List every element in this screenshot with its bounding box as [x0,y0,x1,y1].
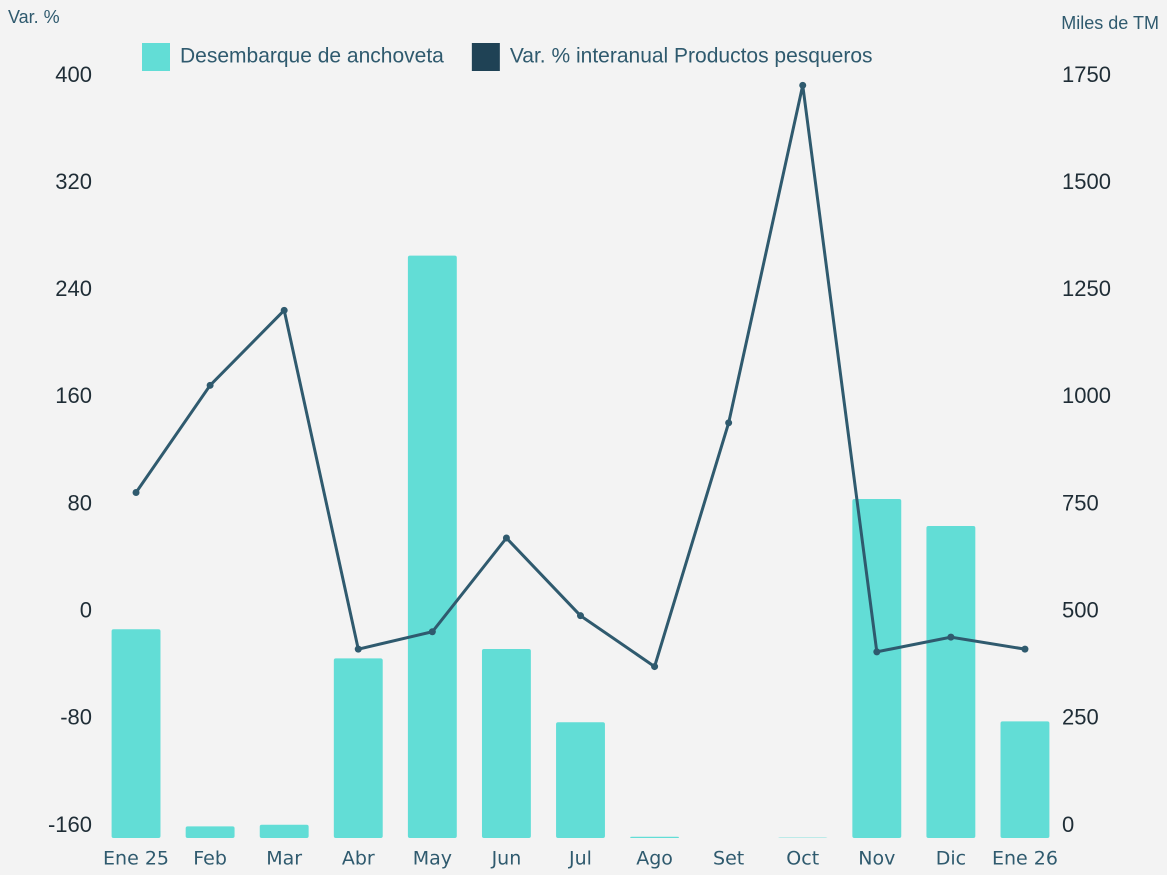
legend-swatch [142,43,170,71]
bar [852,499,902,838]
bar [556,722,605,838]
x-tick-label: Ago [636,848,673,870]
y-tick-label: 320 [55,169,92,194]
bar [1000,721,1050,838]
y2-tick-label: 1500 [1062,169,1111,194]
bar [185,826,235,838]
point [725,419,733,427]
point [947,633,955,641]
legend-label: Desembarque de anchoveta [180,45,444,68]
bar [111,629,161,838]
legend-swatch [471,43,500,71]
y-tick-label: 160 [55,383,92,408]
point [1021,645,1029,653]
point [577,612,584,620]
y2-axis-title: Miles de TM [1061,13,1159,33]
bar [407,255,457,839]
x-tick-label: Oct [786,848,819,870]
point [651,663,659,671]
point [132,488,140,496]
x-tick-label: Jun [491,848,522,870]
legend-label: Var. % interanual Productos pesqueros [510,45,873,68]
point [280,306,288,314]
point [502,534,510,542]
bar [333,658,383,838]
y-axis-title: Var. % [8,7,60,27]
y2-tick-label: 750 [1062,490,1099,515]
point [354,645,362,653]
y2-tick-label: 1250 [1062,276,1111,301]
y-tick-label: 0 [80,598,92,623]
point [873,648,881,656]
y2-tick-label: 250 [1062,705,1099,730]
bar [259,824,309,838]
y-tick-label: 400 [55,62,92,87]
x-tick-label: May [413,848,452,870]
x-tick-label: Ene 25 [103,848,169,870]
y2-tick-label: 1750 [1062,62,1111,87]
bar [926,526,976,838]
y2-tick-label: 1000 [1062,383,1111,408]
y2-tick-label: 0 [1062,812,1074,837]
x-tick-label: Set [713,848,744,870]
y-tick-label: 240 [55,276,92,301]
point [799,81,807,89]
x-tick-label: Nov [858,848,895,870]
point [206,381,214,389]
x-tick-label: Abr [342,848,375,870]
bar [630,836,680,838]
x-tick-label: Feb [193,848,227,870]
y-tick-label: -80 [60,705,92,730]
x-tick-label: Mar [266,848,302,870]
point [428,628,436,636]
bar [481,649,531,838]
y2-tick-label: 500 [1062,598,1099,623]
x-tick-label: Jul [568,848,592,870]
y-tick-label: -160 [48,812,92,837]
x-tick-label: Ene 26 [992,848,1058,870]
y-tick-label: 80 [68,490,92,515]
x-tick-label: Dic [936,848,966,870]
